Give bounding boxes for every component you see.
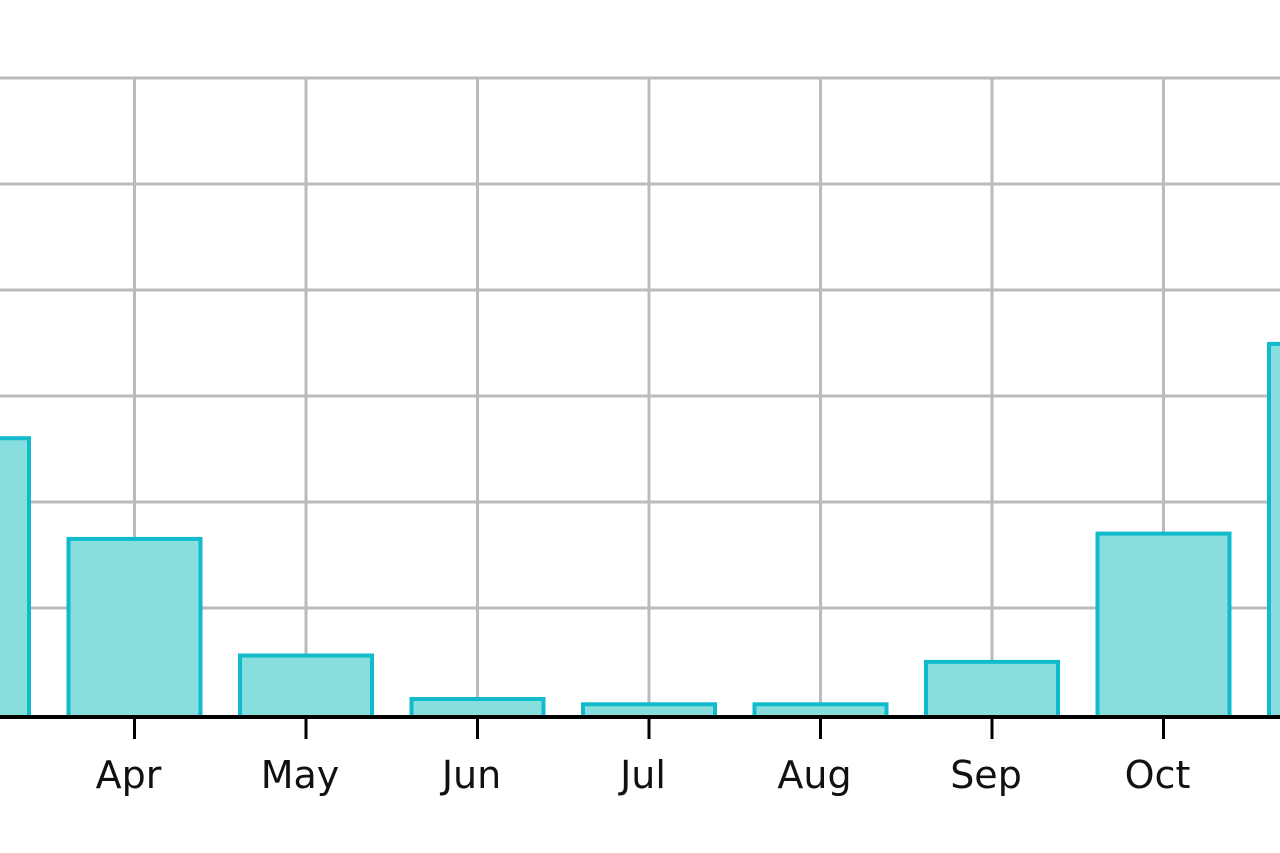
x-tick-label-jul: Jul: [618, 753, 666, 797]
bar-mar: [0, 436, 31, 719]
x-tick-label-jun: Jun: [440, 753, 501, 797]
bar-apr: [66, 536, 203, 719]
bar-jun: [409, 696, 546, 719]
x-axis: Apr May Jun Jul Aug Sep Oct: [0, 715, 1280, 797]
bar-nov: [1267, 341, 1280, 719]
bar-sep: [924, 659, 1060, 720]
x-tick-label-oct: Oct: [1125, 753, 1191, 797]
bar-oct: [1095, 531, 1232, 719]
x-tick-label-sep: Sep: [950, 753, 1022, 797]
bars: [0, 341, 1280, 720]
bar-may: [238, 653, 374, 720]
x-tick-label-aug: Aug: [777, 753, 851, 797]
x-tick-label-may: May: [261, 753, 340, 797]
x-tick-label-apr: Apr: [96, 753, 162, 797]
